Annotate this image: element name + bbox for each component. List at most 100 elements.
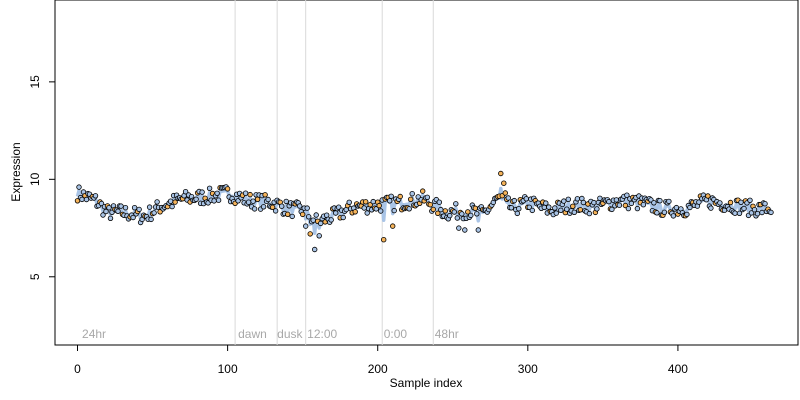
data-point — [297, 203, 303, 209]
data-point — [474, 211, 480, 217]
phase-label-5: 48hr — [435, 327, 459, 341]
data-point — [352, 209, 358, 215]
data-point — [388, 193, 394, 199]
data-point — [727, 199, 734, 206]
phase-label-0: 24hr — [82, 327, 106, 341]
data-point — [283, 198, 289, 205]
y-axis: 5 10 15 — [28, 75, 55, 280]
data-point — [616, 202, 623, 208]
data-point — [408, 196, 414, 202]
data-point — [333, 210, 339, 216]
x-tick-label-2: 200 — [368, 362, 388, 376]
x-axis: 0 100 200 300 400 — [74, 345, 688, 376]
y-tick-label-1: 10 — [28, 172, 42, 186]
data-point — [741, 205, 747, 212]
data-point — [193, 196, 199, 202]
data-point — [529, 207, 535, 214]
data-point — [430, 206, 436, 213]
data-point — [748, 210, 755, 216]
data-point — [118, 203, 124, 209]
data-point — [438, 206, 444, 213]
data-point — [206, 185, 213, 191]
data-point — [574, 196, 581, 202]
data-point — [370, 198, 376, 205]
data-point — [167, 198, 174, 204]
data-point — [453, 201, 459, 207]
data-point — [670, 213, 677, 219]
data-point — [465, 209, 471, 215]
data-point — [754, 210, 761, 217]
data-point — [628, 200, 635, 207]
data-point — [312, 246, 318, 253]
phase-lines — [234, 0, 434, 345]
data-point — [759, 209, 765, 216]
data-point — [115, 208, 121, 214]
data-point — [447, 212, 453, 219]
data-point — [285, 211, 291, 217]
x-tick-label-0: 0 — [74, 362, 81, 376]
data-point — [736, 210, 743, 216]
data-point — [211, 198, 217, 204]
data-point — [242, 190, 249, 196]
data-point — [279, 203, 285, 209]
data-point — [498, 170, 504, 177]
data-point — [247, 191, 253, 198]
data-point — [514, 210, 520, 217]
data-point — [625, 205, 632, 212]
data-point — [586, 210, 593, 217]
x-axis-title: Sample index — [390, 376, 463, 390]
data-point — [427, 201, 433, 208]
data-point — [435, 210, 441, 216]
data-point — [313, 212, 319, 218]
x-tick-label-1: 100 — [218, 362, 238, 376]
data-point — [459, 211, 465, 217]
data-point — [409, 190, 415, 197]
data-point — [657, 197, 663, 204]
data-point — [328, 217, 334, 223]
data-point — [250, 198, 256, 204]
data-point — [148, 216, 154, 223]
data-point — [565, 196, 571, 202]
data-point — [106, 204, 112, 211]
data-point — [303, 223, 309, 229]
data-point — [289, 213, 295, 220]
y-axis-title: Expression — [9, 142, 23, 201]
data-point — [606, 198, 612, 205]
data-point — [684, 211, 690, 218]
data-point — [577, 207, 584, 213]
data-point — [83, 196, 90, 203]
data-point — [307, 231, 313, 237]
data-point — [318, 220, 324, 227]
data-point — [363, 199, 369, 205]
data-point — [269, 204, 276, 210]
data-point — [516, 205, 522, 212]
data-point — [451, 209, 457, 215]
data-point — [397, 193, 403, 200]
data-point — [523, 196, 529, 202]
data-point — [687, 204, 693, 211]
data-point — [436, 199, 442, 205]
data-point — [214, 190, 220, 196]
data-point — [666, 198, 672, 205]
data-point — [406, 206, 412, 212]
data-point — [361, 205, 367, 211]
data-point — [442, 208, 448, 214]
data-point — [100, 212, 106, 218]
plot-area-frame — [54, 0, 799, 346]
data-point — [224, 186, 231, 192]
data-point — [316, 233, 322, 239]
data-point — [661, 209, 668, 215]
data-point — [146, 204, 153, 210]
data-point — [130, 214, 136, 221]
data-point — [378, 208, 384, 214]
data-point — [571, 209, 577, 215]
data-point — [501, 180, 507, 186]
data-point — [558, 207, 564, 213]
data-point — [169, 203, 175, 210]
data-point — [136, 206, 142, 213]
data-point — [151, 210, 157, 216]
data-point — [76, 184, 82, 190]
data-point — [738, 199, 744, 205]
data-point — [708, 205, 714, 211]
x-tick-label-4: 400 — [668, 362, 688, 376]
